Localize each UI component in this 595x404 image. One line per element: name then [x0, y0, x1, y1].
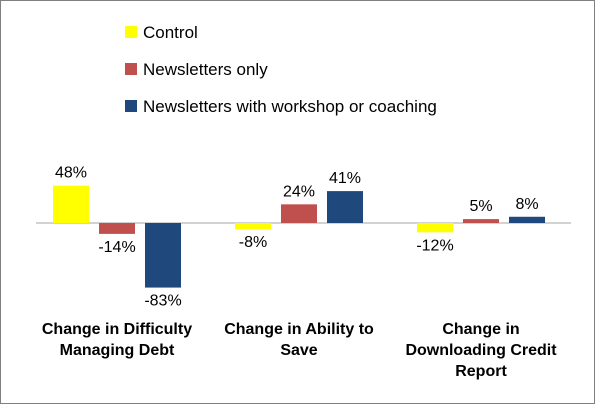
legend-swatch-control [125, 26, 137, 38]
bar-newsletters-with-workshop-or-coaching-2 [327, 191, 363, 223]
legend-label-newsletters-only: Newsletters only [143, 60, 268, 79]
legend-label-control: Control [143, 23, 198, 42]
bar-newsletters-only-2 [281, 204, 317, 223]
bar-control-3 [417, 223, 453, 233]
category-label-1: Change in Difficulty Managing Debt [42, 321, 192, 359]
bar-control-1 [53, 185, 89, 223]
category-label-3: Change in Downloading Credit Report [405, 321, 557, 380]
data-label-newsletters-only-2: 24% [283, 183, 315, 200]
bar-control-2 [235, 223, 271, 230]
legend-swatch-newsletters-with-workshop-or-coaching [125, 100, 137, 112]
data-label-control-1: 48% [55, 165, 87, 182]
bar-newsletters-with-workshop-or-coaching-1 [145, 223, 181, 288]
bar-newsletters-only-1 [99, 223, 135, 234]
data-label-newsletters-only-3: 5% [469, 198, 492, 215]
data-label-newsletters-with-workshop-or-coaching-1: -83% [144, 293, 181, 310]
data-label-control-2: -8% [239, 234, 267, 251]
bar-newsletters-with-workshop-or-coaching-3 [509, 216, 545, 223]
data-label-newsletters-with-workshop-or-coaching-2: 41% [329, 170, 361, 187]
data-label-newsletters-only-1: -14% [98, 239, 135, 256]
bar-newsletters-only-3 [463, 219, 499, 223]
data-label-control-3: -12% [416, 237, 453, 254]
legend-swatch-newsletters-only [125, 63, 137, 75]
legend-label-newsletters-with-workshop-or-coaching: Newsletters with workshop or coaching [143, 97, 437, 116]
data-label-newsletters-with-workshop-or-coaching-3: 8% [515, 196, 538, 213]
category-label-2: Change in Ability to Save [224, 321, 374, 359]
